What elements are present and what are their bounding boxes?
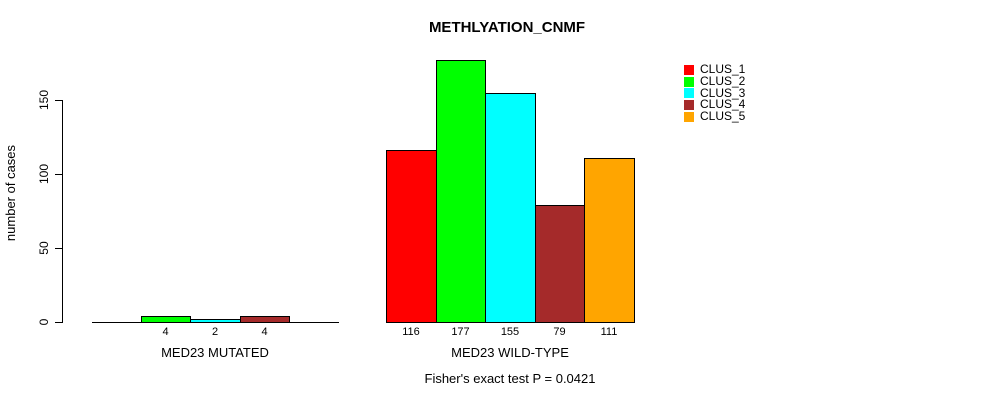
y-axis-tick (55, 322, 62, 323)
bar-value-label: 79 (553, 326, 566, 338)
y-axis-tick (55, 248, 62, 249)
bar-clus_2-group-0 (141, 316, 191, 323)
legend-item-clus-2: CLUS_2 (684, 74, 746, 89)
y-axis-tick-label: 100 (37, 163, 51, 185)
legend-label-clus-4: CLUS_4 (700, 97, 746, 112)
legend-item-clus-5: CLUS_5 (684, 109, 746, 124)
legend-item-clus-1: CLUS_1 (684, 62, 746, 77)
y-axis-tick-label: 150 (37, 89, 51, 111)
legend-label-clus-1: CLUS_1 (700, 62, 746, 77)
bar-clus_4-group-1 (535, 205, 585, 323)
chart-title: METHLYATION_CNMF (428, 19, 586, 36)
legend: CLUS_1 CLUS_2 CLUS_3 CLUS_4 CLUS_5 (684, 62, 746, 124)
bar-value-label: 177 (451, 326, 470, 338)
bar-clus_1-group-1 (386, 150, 437, 323)
legend-label-clus-2: CLUS_2 (700, 74, 746, 89)
bar-value-label: 2 (211, 326, 219, 338)
bar-value-label: 111 (600, 326, 618, 338)
legend-swatch-clus-3 (684, 88, 694, 99)
legend-swatch-clus-5 (684, 111, 694, 122)
legend-item-clus-4: CLUS_4 (684, 97, 746, 112)
bar-value-label: 116 (402, 326, 420, 338)
y-axis-tick-label: 0 (37, 318, 51, 326)
legend-item-clus-3: CLUS_3 (684, 87, 745, 99)
bar-clus_4-group-0 (240, 316, 290, 323)
bar-value-label: 4 (261, 326, 268, 338)
bar-clus_3-group-0 (190, 319, 241, 323)
bar-clus_2-group-1 (436, 60, 486, 323)
legend-swatch-clus-2 (684, 76, 694, 87)
y-axis-tick (55, 100, 62, 101)
y-axis-line (62, 100, 63, 323)
y-axis-tick-label: 50 (37, 241, 51, 255)
bar-value-label: 155 (500, 326, 520, 338)
legend-swatch-clus-1 (684, 64, 694, 75)
group-label-med23-wild-type: MED23 WILD-TYPE (451, 345, 569, 360)
legend-label-clus-3: CLUS_3 (700, 85, 746, 100)
fisher-test-footnote: Fisher's exact test P = 0.0421 (424, 371, 596, 386)
bar-clus_3-group-1 (485, 93, 536, 323)
bar-value-label: 4 (162, 326, 169, 338)
y-axis-label: number of cases (3, 144, 18, 242)
bar-clus_5-group-1 (584, 158, 635, 323)
group-label-med23-mutated: MED23 MUTATED (161, 345, 269, 360)
y-axis-tick (55, 174, 62, 175)
legend-label-clus-5: CLUS_5 (700, 109, 746, 124)
legend-swatch-clus-4 (684, 99, 694, 110)
